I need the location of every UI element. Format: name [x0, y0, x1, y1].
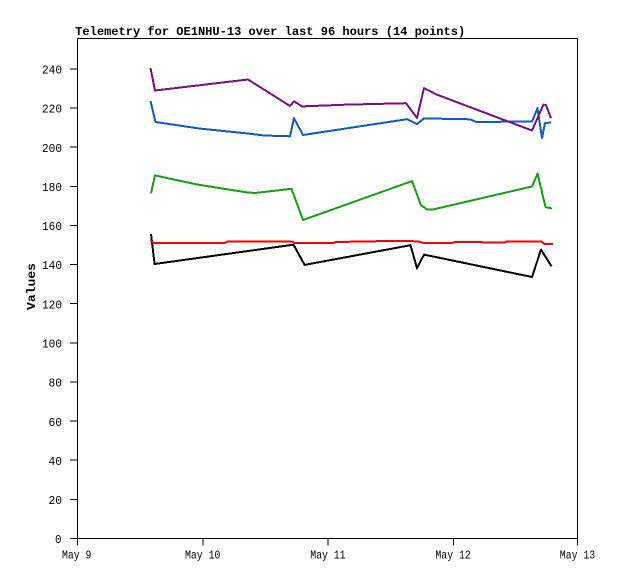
svg-text:80: 80: [49, 377, 63, 391]
svg-text:160: 160: [42, 220, 62, 234]
svg-text:200: 200: [42, 142, 62, 156]
svg-text:Values: Values: [25, 263, 39, 310]
svg-text:May 9: May 9: [62, 549, 92, 563]
svg-text:140: 140: [42, 259, 62, 273]
svg-text:20: 20: [49, 494, 63, 508]
svg-text:40: 40: [49, 455, 63, 469]
svg-text:120: 120: [42, 298, 62, 312]
svg-text:220: 220: [42, 103, 62, 117]
svg-text:May 12: May 12: [435, 549, 470, 563]
svg-text:180: 180: [42, 181, 62, 195]
svg-text:0: 0: [55, 533, 62, 547]
svg-text:May 10: May 10: [185, 549, 220, 563]
svg-text:Telemetry for OE1NHU-13 over l: Telemetry for OE1NHU-13 over last 96 hou…: [75, 25, 465, 39]
svg-text:May 11: May 11: [310, 549, 345, 563]
svg-text:100: 100: [42, 338, 62, 352]
svg-text:May 13: May 13: [560, 549, 595, 563]
svg-text:240: 240: [42, 64, 62, 78]
svg-text:60: 60: [49, 416, 63, 430]
